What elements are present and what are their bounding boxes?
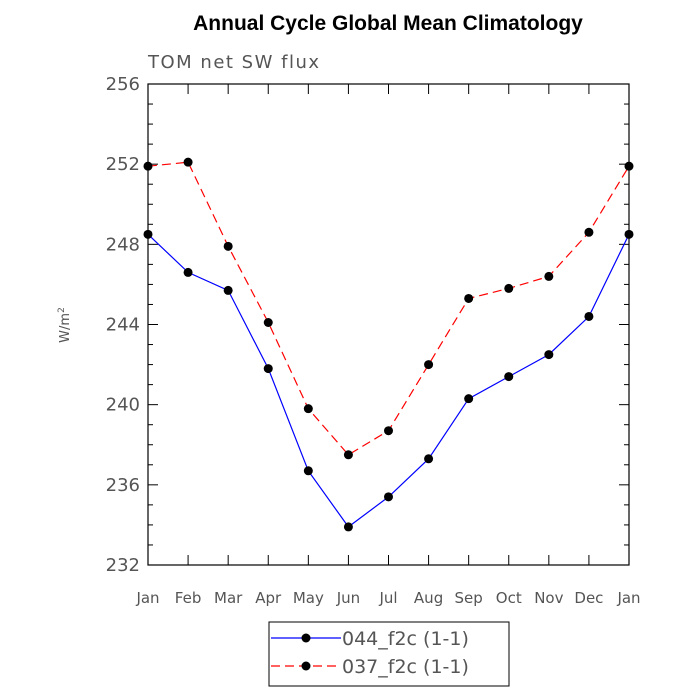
data-point-series-1 — [384, 492, 393, 502]
x-tick-label: Aug — [414, 589, 443, 607]
data-point-series-2 — [464, 293, 474, 303]
data-point-series-1 — [343, 522, 353, 532]
data-point-series-1 — [183, 267, 193, 277]
legend-label-series-2: 037_f2c (1-1) — [342, 656, 469, 678]
legend: 044_f2c (1-1) 037_f2c (1-1) — [268, 621, 510, 687]
data-point-series-1 — [624, 229, 634, 239]
legend-marker-series-1 — [301, 633, 311, 643]
x-tick-label: Dec — [574, 589, 603, 607]
y-tick-label: 236 — [106, 475, 140, 496]
plot-area: 232 236 240 244 248 252 256 Jan Feb Mar Apr May Jun J… — [106, 74, 641, 607]
data-point-series-2 — [544, 271, 554, 281]
data-point-series-1 — [504, 372, 514, 382]
data-point-series-2 — [223, 241, 233, 251]
y-axis-label-text: W/m — [58, 313, 73, 343]
x-tick-label: Jun — [336, 589, 360, 607]
y-axis-label: W/m2 — [57, 307, 73, 343]
y-axis-label-superscript: 2 — [57, 307, 67, 313]
data-point-series-1 — [303, 466, 313, 476]
legend-marker-series-2 — [301, 661, 311, 671]
x-tick-label: Apr — [255, 589, 282, 607]
data-point-series-2 — [183, 157, 193, 167]
data-point-series-1 — [424, 454, 434, 464]
data-point-series-1 — [143, 229, 153, 239]
series-line-2 — [147, 161, 630, 456]
data-point-series-2 — [384, 426, 393, 436]
data-point-series-2 — [143, 161, 153, 171]
x-tick-label: Sep — [455, 589, 483, 607]
y-tick-label: 248 — [106, 234, 140, 255]
x-tick-label: Feb — [175, 589, 202, 607]
data-point-series-2 — [424, 360, 434, 370]
legend-label-series-1: 044_f2c (1-1) — [342, 628, 469, 650]
data-point-series-2 — [343, 450, 353, 460]
x-tick-label: May — [293, 589, 324, 607]
data-point-series-2 — [504, 283, 514, 293]
chart-title: Annual Cycle Global Mean Climatology — [193, 12, 583, 35]
data-point-series-1 — [544, 350, 554, 360]
x-tick-label: Nov — [534, 589, 563, 607]
y-tick-label: 244 — [106, 315, 140, 336]
data-point-series-1 — [263, 364, 273, 374]
y-tick-label: 240 — [106, 395, 140, 416]
legend-frame — [268, 621, 510, 687]
x-tick-label: Jan — [616, 589, 640, 607]
data-point-series-2 — [263, 317, 273, 327]
data-point-series-2 — [584, 227, 594, 237]
chart-subtitle: TOM net SW flux — [147, 52, 321, 73]
y-tick-label: 252 — [106, 154, 140, 175]
data-point-series-1 — [464, 394, 474, 404]
y-tick-label: 256 — [106, 74, 140, 95]
x-tick-label: Mar — [214, 589, 243, 607]
x-tick-label: Jan — [135, 589, 159, 607]
x-tick-label: Oct — [496, 589, 522, 607]
data-point-series-2 — [303, 404, 313, 414]
data-point-series-2 — [624, 161, 634, 171]
data-point-series-1 — [223, 285, 233, 295]
x-tick-label: Jul — [378, 589, 397, 607]
y-tick-label: 232 — [106, 555, 140, 576]
series-line-1 — [147, 233, 630, 528]
data-point-series-1 — [584, 311, 594, 321]
